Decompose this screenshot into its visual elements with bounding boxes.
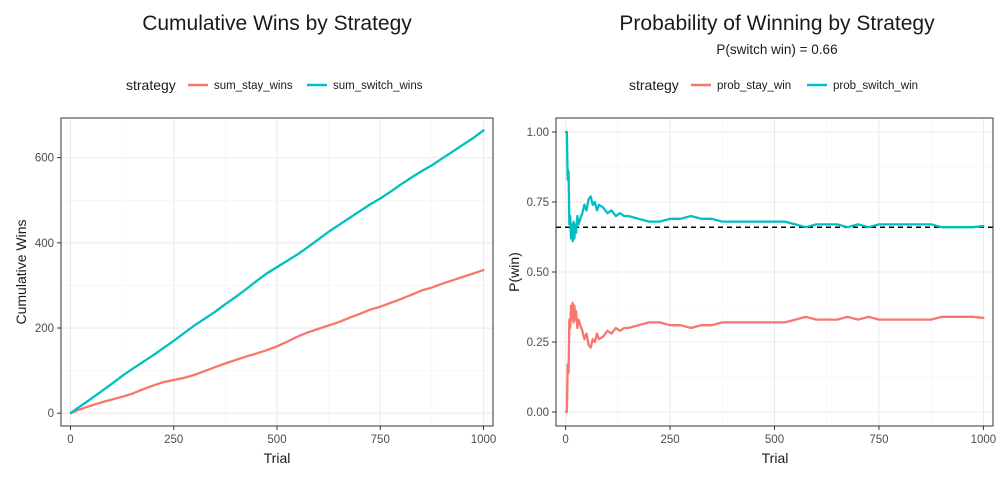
right-chart-subtitle: P(switch win) = 0.66: [716, 42, 837, 57]
left-y-tick-label-1: 200: [35, 323, 54, 335]
left-plot-panel: [60, 117, 494, 427]
right-x-tick-label-0: 0: [562, 434, 568, 446]
left-x-tick-label-4: 1000: [471, 434, 497, 446]
right-series-line-prob_switch_win: [564, 130, 985, 243]
right-gridlines: [556, 118, 993, 426]
left-chart-title: Cumulative Wins by Strategy: [142, 12, 412, 35]
left-legend-title: strategy: [126, 77, 176, 93]
right-ticks: 0 250 500 750 1000 0.00 0.25 0.50 0.75 1.00: [527, 127, 997, 446]
left-y-tick-label-3: 600: [35, 153, 54, 165]
right-x-axis-title: Trial: [762, 450, 789, 466]
left-legend-label-switch: sum_switch_wins: [333, 80, 423, 92]
right-chart-title: Probability of Winning by Strategy: [619, 12, 935, 35]
right-legend: strategy prob_stay_win prob_switch_win: [629, 77, 918, 93]
right-plot-panel: [555, 117, 994, 427]
left-chart: Cumulative Wins by Strategy strategy sum…: [13, 12, 496, 466]
left-x-tick-label-1: 250: [164, 434, 183, 446]
left-legend-label-stay: sum_stay_wins: [214, 80, 293, 92]
left-gridlines: [61, 118, 493, 426]
right-legend-title: strategy: [629, 77, 679, 93]
right-series-lines: [564, 130, 985, 414]
right-y-tick-label-3: 0.75: [527, 197, 549, 209]
left-series-lines: [69, 129, 485, 415]
right-y-tick-label-0: 0.00: [527, 407, 549, 419]
right-y-tick-label-1: 0.25: [527, 337, 549, 349]
right-series-line-prob_stay_win: [564, 301, 985, 414]
right-x-tick-label-3: 750: [869, 434, 888, 446]
left-series-line-sum_stay_wins: [69, 268, 485, 415]
left-x-tick-label-0: 0: [67, 434, 73, 446]
left-y-axis-title: Cumulative Wins: [13, 219, 29, 324]
right-y-axis-title: P(win): [506, 252, 522, 292]
right-y-tick-label-2: 0.50: [527, 267, 549, 279]
left-y-tick-label-0: 0: [48, 408, 54, 420]
right-chart: Probability of Winning by Strategy P(swi…: [506, 12, 996, 466]
left-x-axis-title: Trial: [264, 450, 291, 466]
right-legend-label-switch: prob_switch_win: [833, 80, 918, 92]
right-x-tick-label-4: 1000: [971, 434, 997, 446]
left-x-tick-label-2: 500: [267, 434, 286, 446]
left-legend: strategy sum_stay_wins sum_switch_wins: [126, 77, 423, 93]
left-x-tick-label-3: 750: [371, 434, 390, 446]
left-y-tick-label-2: 400: [35, 238, 54, 250]
right-x-tick-label-2: 500: [765, 434, 784, 446]
left-series-line-sum_switch_wins: [69, 129, 485, 414]
right-x-tick-label-1: 250: [660, 434, 679, 446]
left-ticks: 0 250 500 750 1000 0 200 400 600: [35, 153, 496, 446]
right-y-tick-label-4: 1.00: [527, 127, 549, 139]
right-legend-label-stay: prob_stay_win: [717, 80, 791, 92]
